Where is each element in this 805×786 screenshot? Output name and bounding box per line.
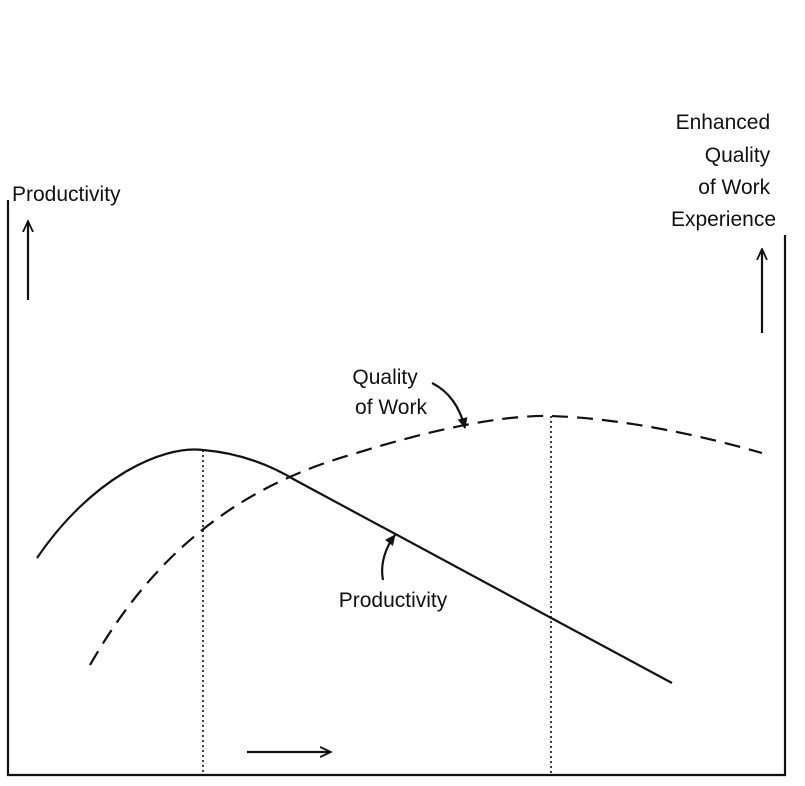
frame xyxy=(6,200,787,777)
label-pointer xyxy=(381,534,396,581)
label-pointer xyxy=(431,382,468,429)
right-axis-label: Enhanced Quality of Work Experience xyxy=(671,111,776,231)
curve-label: Productivity xyxy=(339,589,448,612)
productivity-curve xyxy=(36,448,673,684)
quality-curve xyxy=(89,414,763,666)
left-axis-label: Productivity xyxy=(12,183,121,206)
curve-label: Quality of Work xyxy=(352,366,427,419)
